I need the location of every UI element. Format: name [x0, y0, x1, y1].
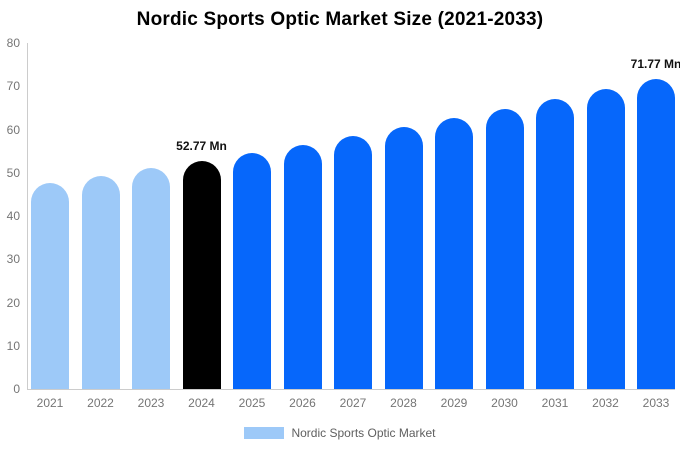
x-axis-line — [27, 389, 675, 390]
chart-title: Nordic Sports Optic Market Size (2021-20… — [136, 9, 544, 30]
legend-swatch — [244, 427, 285, 439]
y-tick-label-30: 30 — [6, 252, 20, 267]
x-axis-label-2030: 2030 — [491, 396, 518, 410]
y-tick-label-80: 80 — [6, 36, 20, 50]
x-axis-label-2026: 2026 — [289, 396, 316, 410]
y-tick-label-20: 20 — [6, 295, 20, 310]
x-axis-label-2027: 2027 — [339, 396, 367, 410]
bar-2022 — [81, 175, 120, 389]
x-axis-label-2023: 2023 — [137, 396, 165, 410]
x-axis-label-2022: 2022 — [87, 396, 114, 410]
x-axis-label-2024: 2024 — [188, 396, 215, 410]
x-axis-label-2032: 2032 — [592, 396, 619, 410]
bar-2021 — [31, 183, 69, 389]
x-axis-label-2025: 2025 — [238, 396, 266, 410]
bar-2026 — [283, 144, 322, 389]
bar-2027 — [334, 135, 372, 389]
value-annotation-2024: 52.77 Mn — [176, 138, 227, 153]
bar-2033 — [637, 78, 675, 389]
y-tick-label-40: 40 — [6, 209, 20, 223]
bar-2030 — [485, 108, 524, 389]
bar-2028 — [384, 127, 423, 389]
x-axis-label-2021: 2021 — [36, 396, 64, 410]
bar-2024 — [182, 160, 221, 389]
bar-2029 — [435, 118, 473, 389]
x-axis-label-2033: 2033 — [642, 396, 670, 410]
y-tick-label-0: 0 — [13, 382, 20, 396]
x-axis-label-2031: 2031 — [541, 396, 569, 410]
y-tick-label-10: 10 — [6, 338, 20, 353]
value-annotation-2033: 71.77 Mn — [630, 56, 680, 71]
bar-2023 — [132, 168, 170, 389]
y-tick-label-70: 70 — [6, 79, 20, 94]
x-axis-label-2028: 2028 — [390, 396, 417, 410]
y-tick-label-60: 60 — [6, 122, 20, 137]
y-tick-label-50: 50 — [6, 165, 20, 180]
x-axis-label-2029: 2029 — [440, 396, 468, 410]
y-axis-line — [27, 43, 28, 389]
bar-2032 — [586, 89, 625, 389]
bar-2031 — [536, 99, 574, 389]
legend-label: Nordic Sports Optic Market — [291, 426, 436, 440]
legend: Nordic Sports Optic Market — [0, 426, 680, 440]
bar-2025 — [233, 152, 271, 389]
